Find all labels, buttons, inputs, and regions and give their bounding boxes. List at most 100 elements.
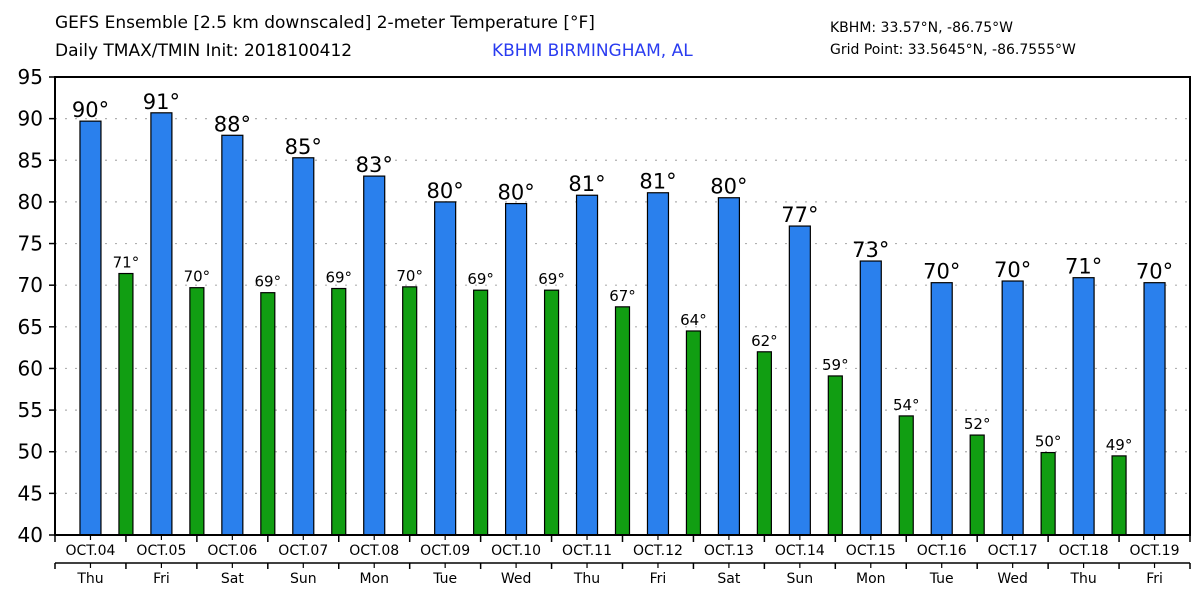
tmin-data-label: 50° — [1035, 433, 1062, 451]
y-tick-label: 65 — [18, 315, 43, 339]
weekday-label: Mon — [856, 571, 886, 587]
y-tick-label: 60 — [18, 356, 43, 380]
tmax-data-label: 71° — [1065, 255, 1102, 279]
tmax-bar — [363, 175, 386, 536]
date-label: OCT.15 — [846, 543, 896, 559]
y-tick-label: 90 — [18, 107, 43, 131]
tmax-bar — [434, 201, 457, 536]
tmax-data-label: 73° — [852, 238, 889, 262]
tmin-data-label: 70° — [396, 267, 423, 285]
tmax-data-label: 80° — [710, 175, 747, 199]
tmin-bar — [898, 415, 914, 536]
tmin-bar — [118, 272, 134, 536]
tmax-bar — [1001, 280, 1024, 536]
tmax-bar — [150, 112, 173, 536]
tmin-bar — [1111, 455, 1127, 536]
y-tick-label: 40 — [18, 523, 43, 547]
y-tick-label: 55 — [18, 398, 43, 422]
weekday-label: Fri — [650, 571, 667, 587]
date-label: OCT.09 — [420, 543, 470, 559]
tmin-bar — [473, 289, 489, 536]
date-label: OCT.18 — [1059, 543, 1109, 559]
weekday-label: Thu — [76, 571, 103, 587]
date-label: OCT.16 — [917, 543, 967, 559]
tmax-bar — [575, 194, 599, 536]
weekday-label: Sun — [787, 571, 814, 587]
tmax-data-label: 81° — [568, 172, 605, 196]
tmax-bar — [788, 225, 811, 536]
date-label: OCT.17 — [988, 543, 1038, 559]
weekday-label: Sun — [290, 571, 317, 587]
tmax-data-label: 91° — [143, 90, 180, 114]
tmin-bar — [969, 434, 985, 536]
y-tick-label: 85 — [18, 148, 43, 172]
tmax-bar — [1143, 282, 1166, 536]
grid-point-coordinates: Grid Point: 33.5645°N, -86.7555°W — [830, 42, 1076, 58]
tmin-bar — [756, 351, 772, 536]
date-label: OCT.11 — [562, 543, 612, 559]
tmax-data-label: 80° — [427, 179, 464, 203]
weekday-label: Wed — [501, 571, 532, 587]
tmin-data-label: 64° — [680, 311, 707, 329]
weekday-label: Sat — [221, 571, 244, 587]
station-coordinates: KBHM: 33.57°N, -86.75°W — [830, 20, 1013, 36]
tmax-data-label: 90° — [72, 98, 109, 122]
tmax-bar — [1072, 277, 1095, 536]
date-label: OCT.14 — [775, 543, 825, 559]
weekday-label: Fri — [153, 571, 170, 587]
date-label: OCT.12 — [633, 543, 683, 559]
tmax-data-label: 77° — [781, 203, 818, 227]
tmin-data-label: 62° — [751, 332, 778, 350]
tmin-bar — [614, 306, 631, 536]
tmin-bar — [260, 292, 276, 536]
tmin-data-label: 67° — [609, 287, 636, 305]
tmax-data-label: 70° — [1136, 260, 1173, 284]
tmax-data-label: 70° — [923, 260, 960, 284]
tmin-data-label: 70° — [184, 268, 211, 286]
weekday-label: Fri — [1146, 571, 1163, 587]
y-tick-label: 75 — [18, 232, 43, 256]
tmax-data-label: 81° — [639, 170, 676, 194]
y-tick-label: 80 — [18, 190, 43, 214]
tmax-bar — [859, 260, 882, 536]
weekday-label: Thu — [573, 571, 600, 587]
tmax-bar — [221, 134, 244, 536]
chart-title: GEFS Ensemble [2.5 km downscaled] 2-mete… — [55, 13, 595, 33]
weekday-label: Tue — [432, 571, 457, 587]
date-label: OCT.19 — [1130, 543, 1180, 559]
tmax-data-label: 88° — [214, 112, 251, 136]
tmin-data-label: 49° — [1106, 436, 1133, 454]
chart-subtitle: Daily TMAX/TMIN Init: 2018100412 — [55, 41, 353, 61]
date-label: OCT.10 — [491, 543, 541, 559]
station-name: KBHM BIRMINGHAM, AL — [492, 41, 693, 61]
y-tick-label: 95 — [18, 65, 43, 89]
tmin-bar — [827, 375, 843, 536]
date-label: OCT.06 — [207, 543, 257, 559]
tmin-bar — [1040, 451, 1056, 536]
tmin-bar — [331, 287, 347, 536]
tmin-data-label: 59° — [822, 356, 849, 374]
weekday-label: Thu — [1069, 571, 1096, 587]
tmin-data-label: 69° — [467, 270, 494, 288]
date-label: OCT.13 — [704, 543, 754, 559]
tmax-bar — [717, 197, 741, 536]
date-label: OCT.07 — [278, 543, 328, 559]
tmin-bar — [543, 289, 560, 536]
tmin-bar — [685, 330, 702, 536]
tmax-bar — [930, 282, 953, 536]
tmin-data-label: 69° — [325, 269, 352, 287]
tmin-data-label: 54° — [893, 396, 920, 414]
tmax-bar — [504, 202, 528, 536]
y-tick-label: 45 — [18, 481, 43, 505]
tmin-bar — [189, 287, 205, 536]
tmin-data-label: 69° — [255, 273, 282, 291]
weekday-label: Sat — [717, 571, 740, 587]
tmax-data-label: 85° — [285, 135, 322, 159]
tmax-bar — [646, 192, 670, 536]
tmax-data-label: 70° — [994, 258, 1031, 282]
weekday-label: Tue — [929, 571, 954, 587]
tmax-data-label: 83° — [356, 153, 393, 177]
tmax-bar — [292, 157, 315, 536]
weekday-label: Mon — [359, 571, 389, 587]
